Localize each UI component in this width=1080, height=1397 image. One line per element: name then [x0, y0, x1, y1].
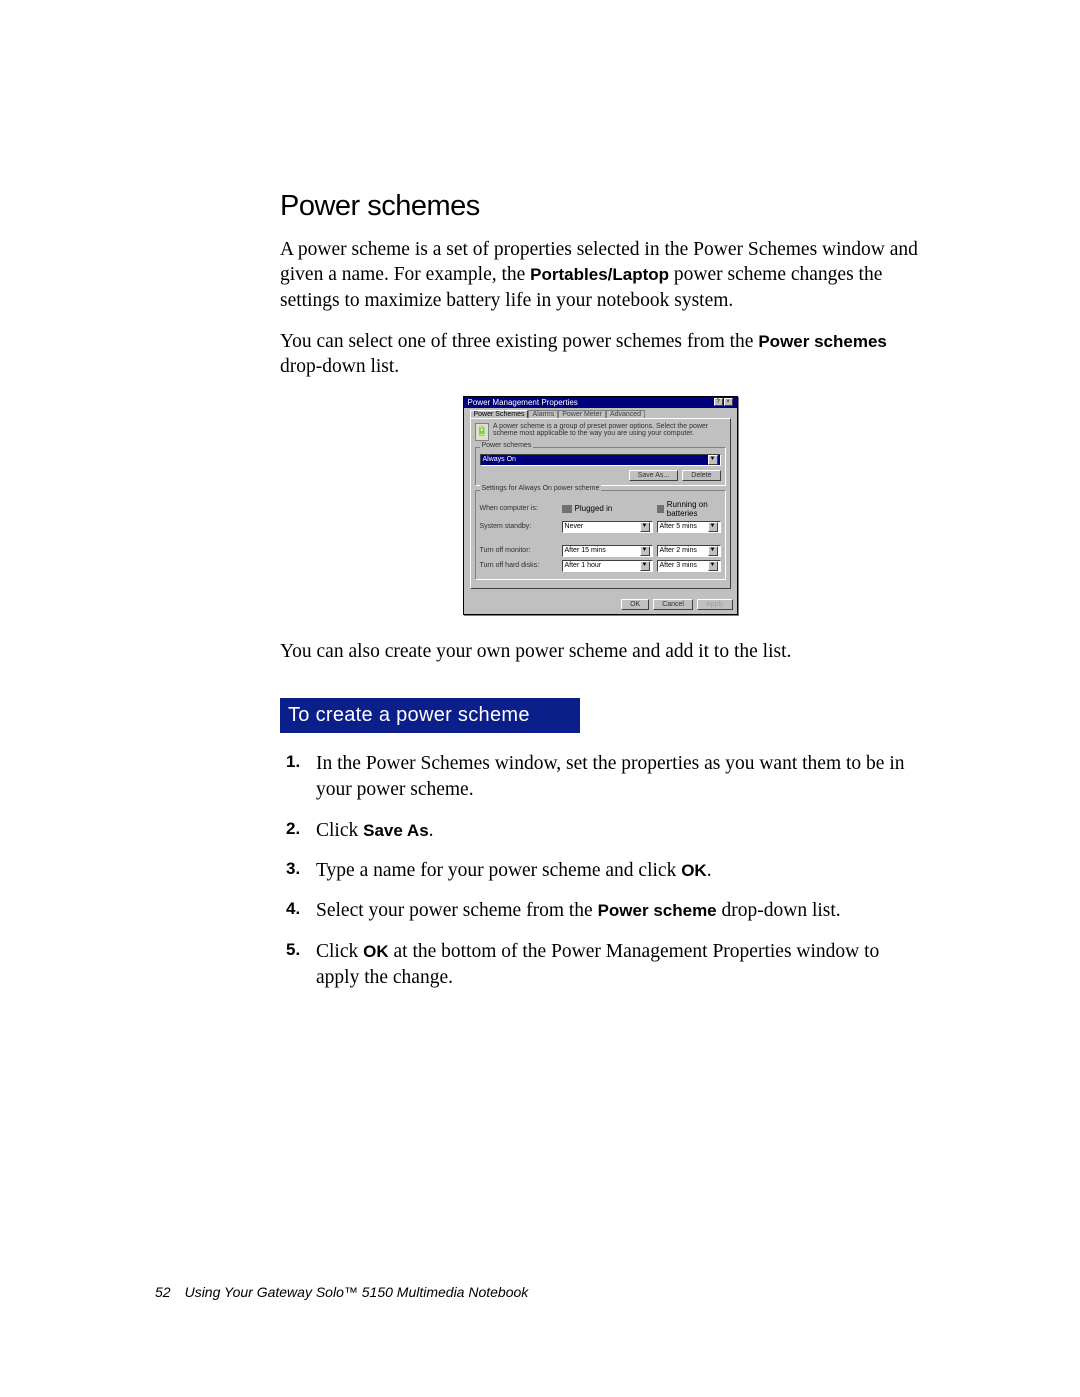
row-standby: System standby: Never ▼ After 5 mins ▼ [480, 521, 721, 533]
label: System standby: [480, 523, 558, 530]
bold-term: Portables/Laptop [530, 265, 669, 284]
instruction-heading: To create a power scheme [280, 698, 580, 733]
value: After 2 mins [660, 547, 697, 554]
standby-ac-dropdown[interactable]: Never ▼ [562, 521, 653, 533]
dialog-tabpanel: 🔋 A power scheme is a group of preset po… [470, 418, 731, 589]
paragraph-1: A power scheme is a set of properties se… [280, 237, 920, 313]
step-5: Click OK at the bottom of the Power Mana… [306, 939, 920, 992]
close-icon[interactable]: × [724, 398, 733, 406]
text: drop-down list. [717, 900, 841, 921]
step-1: In the Power Schemes window, set the pro… [306, 751, 920, 804]
chevron-down-icon: ▼ [708, 455, 718, 465]
tab-power-schemes[interactable]: Power Schemes [470, 410, 529, 418]
dialog-figure: Power Management Properties ? × Power Sc… [280, 396, 920, 615]
paragraph-2: You can select one of three existing pow… [280, 329, 920, 380]
label: Turn off monitor: [480, 547, 558, 554]
text: Select your power scheme from the [316, 900, 598, 921]
value: After 3 mins [660, 562, 697, 569]
power-scheme-dropdown[interactable]: Always On ▼ [480, 454, 721, 466]
tab-power-meter[interactable]: Power Meter [558, 410, 606, 418]
document-page: Power schemes A power scheme is a set of… [0, 0, 1080, 1397]
text: . [707, 860, 712, 881]
chevron-down-icon: ▼ [708, 522, 718, 532]
bold-term: OK [681, 861, 707, 880]
label: When computer is: [480, 505, 558, 512]
page-footer: 52 Using Your Gateway Solo™ 5150 Multimed… [155, 1284, 528, 1300]
value: After 15 mins [565, 547, 606, 554]
monitor-dc-dropdown[interactable]: After 2 mins ▼ [657, 545, 721, 557]
instruction-heading-wrap: To create a power scheme [280, 698, 920, 733]
chevron-down-icon: ▼ [640, 546, 650, 556]
row-monitor: Turn off monitor: After 15 mins ▼ After 2… [480, 545, 721, 557]
bold-term: Power schemes [758, 332, 887, 351]
text: at the bottom of the Power Management Pr… [316, 941, 879, 988]
text: In the Power Schemes window, set the pro… [316, 753, 905, 800]
apply-button[interactable]: Apply [697, 599, 733, 610]
row-when: When computer is: Plugged in Running on … [480, 500, 721, 518]
dialog-titlebar: Power Management Properties ? × [464, 397, 737, 408]
dialog-body: Power Schemes Alarms Power Meter Advance… [464, 408, 737, 595]
tab-alarms[interactable]: Alarms [528, 410, 558, 418]
text: You can select one of three existing pow… [280, 331, 758, 352]
row-hdd: Turn off hard disks: After 1 hour ▼ After… [480, 560, 721, 572]
dialog-info-row: 🔋 A power scheme is a group of preset po… [475, 423, 726, 441]
delete-button[interactable]: Delete [682, 470, 720, 481]
section-heading: Power schemes [280, 190, 920, 223]
value: After 5 mins [660, 523, 697, 530]
text: drop-down list. [280, 356, 399, 377]
plug-icon [562, 505, 572, 513]
help-icon[interactable]: ? [714, 398, 723, 406]
fieldset-schemes: Power schemes Always On ▼ Save As... Del… [475, 447, 726, 486]
scheme-buttons: Save As... Delete [480, 470, 721, 481]
fieldset-legend: Power schemes [480, 442, 534, 449]
fieldset-settings: Settings for Always On power scheme When… [475, 490, 726, 580]
dialog-footer: OK Cancel Apply [464, 595, 737, 614]
text: Click [316, 820, 363, 841]
dialog-info-text: A power scheme is a group of preset powe… [493, 423, 726, 441]
battery-icon [657, 505, 664, 513]
value: Never [565, 523, 584, 530]
dialog-title-text: Power Management Properties [468, 398, 578, 407]
cancel-button[interactable]: Cancel [653, 599, 693, 610]
power-mgmt-dialog: Power Management Properties ? × Power Sc… [463, 396, 738, 615]
footer-text: Using Your Gateway Solo™ 5150 Multimedia… [185, 1284, 529, 1300]
monitor-ac-dropdown[interactable]: After 15 mins ▼ [562, 545, 653, 557]
paragraph-3: You can also create your own power schem… [280, 639, 920, 664]
text: Running on batteries [667, 500, 721, 518]
battery-icon: 🔋 [475, 423, 489, 441]
chevron-down-icon: ▼ [640, 522, 650, 532]
step-4: Select your power scheme from the Power … [306, 898, 920, 924]
text: Type a name for your power scheme and cl… [316, 860, 681, 881]
save-as-button[interactable]: Save As... [629, 470, 679, 481]
dropdown-value: Always On [483, 456, 516, 463]
text: . [429, 820, 434, 841]
col-battery: Running on batteries [657, 500, 721, 518]
hdd-ac-dropdown[interactable]: After 1 hour ▼ [562, 560, 653, 572]
ok-button[interactable]: OK [621, 599, 649, 610]
chevron-down-icon: ▼ [640, 561, 650, 571]
col-plugged: Plugged in [562, 504, 653, 513]
fieldset-legend: Settings for Always On power scheme [480, 485, 602, 492]
tab-advanced[interactable]: Advanced [606, 410, 645, 418]
label: Turn off hard disks: [480, 562, 558, 569]
dialog-tabs: Power Schemes Alarms Power Meter Advance… [470, 410, 731, 418]
bold-term: Save As [363, 821, 429, 840]
text: Click [316, 941, 363, 962]
standby-dc-dropdown[interactable]: After 5 mins ▼ [657, 521, 721, 533]
page-number: 52 [155, 1284, 171, 1300]
step-3: Type a name for your power scheme and cl… [306, 858, 920, 884]
chevron-down-icon: ▼ [708, 561, 718, 571]
hdd-dc-dropdown[interactable]: After 3 mins ▼ [657, 560, 721, 572]
value: After 1 hour [565, 562, 602, 569]
bold-term: Power scheme [598, 901, 717, 920]
text: Plugged in [575, 504, 613, 513]
chevron-down-icon: ▼ [708, 546, 718, 556]
instruction-steps: In the Power Schemes window, set the pro… [280, 751, 920, 991]
window-controls: ? × [714, 398, 733, 406]
bold-term: OK [363, 942, 389, 961]
step-2: Click Save As. [306, 818, 920, 844]
